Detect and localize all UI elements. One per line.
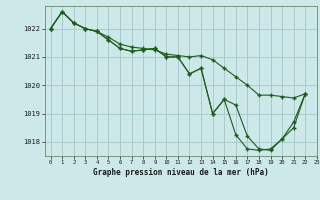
X-axis label: Graphe pression niveau de la mer (hPa): Graphe pression niveau de la mer (hPa) <box>93 168 269 177</box>
